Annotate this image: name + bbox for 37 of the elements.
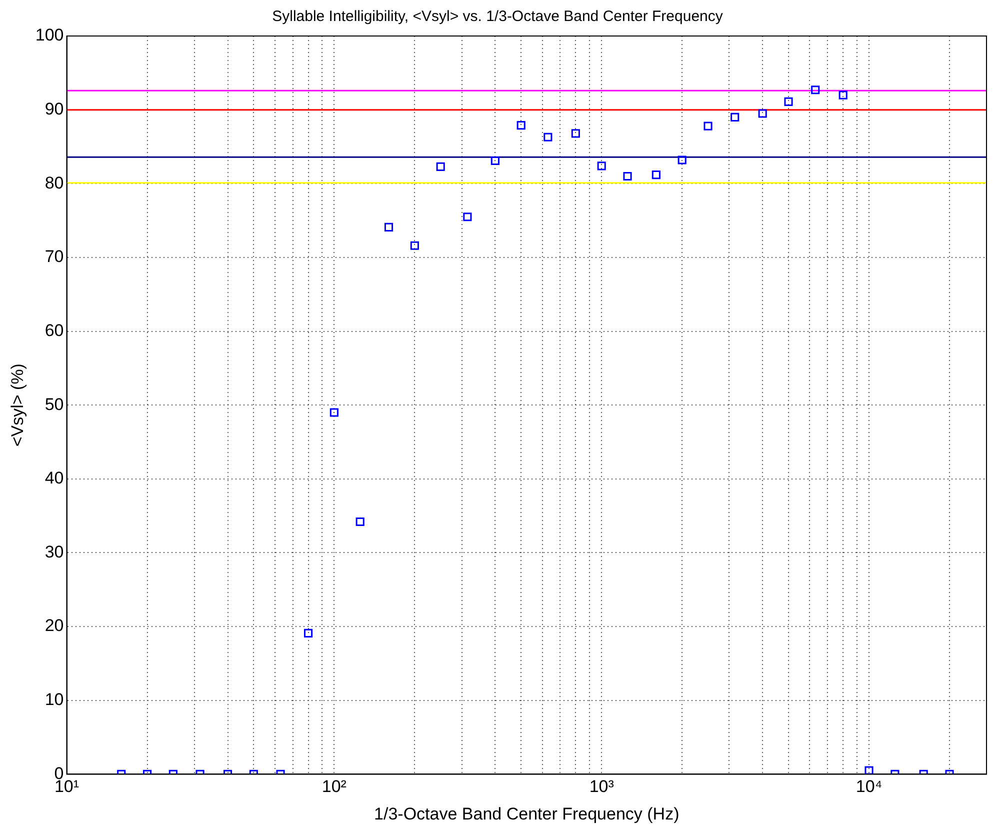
point bbox=[597, 162, 606, 170]
point bbox=[811, 86, 820, 94]
point bbox=[678, 156, 686, 164]
point bbox=[330, 408, 338, 417]
point bbox=[463, 212, 472, 222]
point bbox=[384, 222, 394, 232]
y-tick-label: 20 bbox=[44, 616, 64, 636]
y-tick-label: 30 bbox=[44, 542, 64, 562]
y-tick-label: 90 bbox=[44, 100, 64, 119]
point bbox=[704, 122, 712, 130]
chart-title: Syllable Intelligibility, <Vsyl> vs. 1/3-Octave Band Center Frequency bbox=[272, 8, 724, 26]
x-tick-label: 10³ bbox=[589, 777, 614, 796]
x-tick-label: 10² bbox=[322, 777, 347, 796]
point bbox=[730, 112, 740, 122]
point bbox=[356, 517, 364, 526]
y-tick-label: 70 bbox=[44, 247, 64, 266]
y-tick-label: 40 bbox=[44, 468, 64, 488]
point bbox=[544, 132, 552, 142]
point bbox=[490, 156, 500, 166]
point bbox=[516, 121, 526, 130]
point bbox=[410, 241, 419, 250]
point bbox=[304, 628, 313, 638]
point bbox=[758, 109, 767, 118]
x-tick-label: 10⁴ bbox=[856, 777, 882, 796]
y-tick-label: 10 bbox=[44, 690, 64, 710]
x-axis-title: 1/3-Octave Band Center Frequency (Hz) bbox=[374, 804, 680, 824]
point bbox=[784, 97, 793, 106]
y-tick-label: 50 bbox=[44, 394, 64, 414]
point bbox=[623, 172, 632, 181]
y-tick-label: 80 bbox=[44, 173, 64, 192]
point bbox=[571, 129, 580, 138]
point bbox=[436, 162, 445, 171]
point bbox=[838, 90, 848, 100]
point bbox=[652, 170, 660, 180]
y-tick-label: 60 bbox=[44, 320, 64, 340]
y-axis-title: <Vsyl> (%) bbox=[8, 364, 27, 447]
y-tick-label: 100 bbox=[35, 26, 64, 45]
